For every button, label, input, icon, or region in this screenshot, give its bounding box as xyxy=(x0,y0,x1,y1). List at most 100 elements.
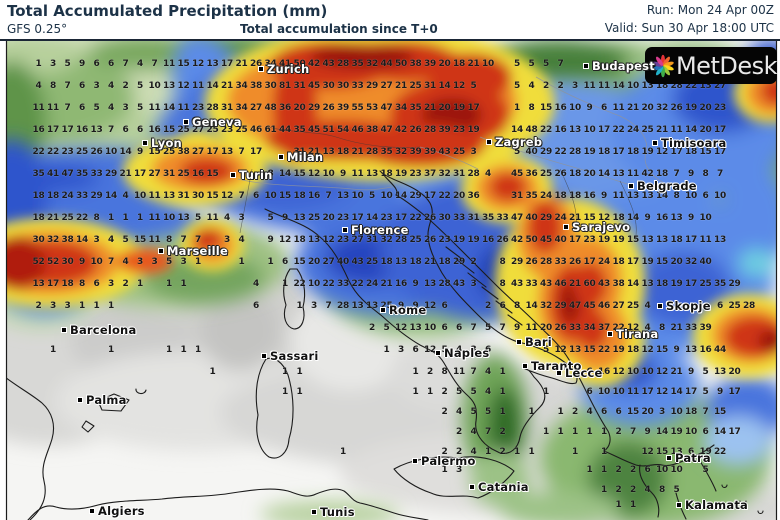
city-label-tunis: Tunis xyxy=(312,505,355,519)
grid-value: 21 xyxy=(351,147,364,157)
grid-value: 1 xyxy=(35,59,42,69)
city-label-kalamata: Kalamata xyxy=(677,498,748,512)
grid-value: 29 xyxy=(511,257,523,267)
grid-value: 20 xyxy=(699,125,712,135)
grid-value: 6 xyxy=(586,387,593,397)
grid-value: 26 xyxy=(569,257,581,267)
grid-value: 31 xyxy=(453,169,465,179)
grid-value: 28 xyxy=(438,279,451,289)
grid-value: 15 xyxy=(206,169,219,179)
grid-value: 4 xyxy=(456,345,462,355)
grid-value: 27 xyxy=(192,147,204,157)
grid-value: 13 xyxy=(699,81,712,91)
grid-value: 8 xyxy=(702,169,709,179)
grid-value: 2 xyxy=(630,465,636,475)
grid-value: 11 xyxy=(177,103,190,113)
model-label: GFS 0.25° xyxy=(7,22,68,36)
grid-value: 2 xyxy=(615,485,622,495)
grid-value: 35 xyxy=(293,125,306,135)
grid-value: 19 xyxy=(641,257,654,267)
grid-value: 17 xyxy=(221,59,233,69)
grid-value: 1 xyxy=(427,387,433,397)
grid-value: 8 xyxy=(499,279,506,289)
grid-value: 18 xyxy=(554,191,567,201)
grid-value: 16 xyxy=(395,279,407,289)
grid-value: 7 xyxy=(673,169,680,179)
grid-value: 15 xyxy=(293,169,306,179)
grid-value: 3 xyxy=(50,301,56,311)
grid-value: 25 xyxy=(453,147,465,157)
grid-value: 30 xyxy=(32,235,45,245)
grid-value: 21 xyxy=(221,81,233,91)
grid-value: 29 xyxy=(105,169,117,179)
grid-value: 7 xyxy=(64,103,71,113)
grid-value: 18 xyxy=(409,257,422,267)
city-marker-icon xyxy=(677,503,681,507)
grid-value: 11 xyxy=(583,81,596,91)
city-label-budapest: Budapest xyxy=(584,59,655,73)
grid-value: 2 xyxy=(456,427,462,437)
grid-value: 36 xyxy=(525,169,538,179)
grid-value: 14 xyxy=(525,301,538,311)
grid-value: 25 xyxy=(728,301,741,311)
city-marker-icon xyxy=(312,510,316,514)
grid-value: 2 xyxy=(543,81,549,91)
grid-value: 3 xyxy=(470,147,477,157)
grid-value: 4 xyxy=(108,235,114,245)
city-marker-icon xyxy=(667,456,671,460)
grid-value: 1 xyxy=(499,407,506,417)
grid-value: 50 xyxy=(395,59,407,69)
grid-value: 6 xyxy=(412,345,419,355)
grid-value: 23 xyxy=(714,103,726,113)
grid-value: 10 xyxy=(627,81,639,91)
grid-value: 30 xyxy=(337,81,349,91)
grid-value: 4 xyxy=(485,387,491,397)
grid-value: 18 xyxy=(569,169,581,179)
grid-value: 17 xyxy=(61,125,74,135)
grid-value: 2 xyxy=(122,279,129,289)
grid-value: 1 xyxy=(601,427,607,437)
precipitation-map: 1 3 5 9 6 6 7 4 7 11 15 12 13 17 21 26 34 41 50 42 43 28 35 32 4… xyxy=(0,41,780,520)
city-label-zagreb: Zagreb xyxy=(487,135,542,149)
city-label-algiers: Algiers xyxy=(90,504,145,518)
grid-value: 7 xyxy=(195,235,201,245)
grid-value: 81 xyxy=(279,81,291,91)
grid-value: 6 xyxy=(79,81,85,91)
grid-value: 11 xyxy=(598,81,610,91)
grid-value: 1 xyxy=(485,447,491,457)
grid-value: 22 xyxy=(612,125,625,135)
grid-value: 9 xyxy=(644,213,651,223)
grid-value: 34 xyxy=(395,103,407,113)
grid-value: 10 xyxy=(424,323,436,333)
grid-value: 7 xyxy=(122,59,129,69)
grid-value: 6 xyxy=(108,59,114,69)
grid-value: 20 xyxy=(293,103,306,113)
grid-value: 23 xyxy=(221,125,233,135)
grid-value: 2 xyxy=(485,301,491,311)
grid-value: 19 xyxy=(699,447,712,457)
grid-value: 9 xyxy=(514,323,520,333)
grid-value: 6 xyxy=(441,323,448,333)
grid-value: 14 xyxy=(438,81,451,91)
grid-value: 6 xyxy=(456,323,462,333)
grid-value: 28 xyxy=(670,81,683,91)
grid-value: 13 xyxy=(641,191,654,201)
grid-value: 1 xyxy=(340,447,346,457)
grid-value: 6 xyxy=(93,59,100,69)
grid-value: 2 xyxy=(499,427,506,437)
grid-value: 17 xyxy=(685,387,697,397)
grid-value: 40 xyxy=(554,235,567,245)
grid-value: 16 xyxy=(554,125,567,135)
grid-value: 25 xyxy=(699,279,712,289)
grid-value: 1 xyxy=(166,345,172,355)
grid-value: 21 xyxy=(47,213,59,223)
grid-value: 12 xyxy=(424,301,436,311)
grid-value: 13 xyxy=(627,191,639,201)
grid-value: 38 xyxy=(409,59,422,69)
grid-value: 37 xyxy=(424,169,436,179)
grid-value: 7 xyxy=(325,301,332,311)
grid-value: 4 xyxy=(253,279,259,289)
grid-value: 11 xyxy=(192,81,204,91)
grid-value: 10 xyxy=(90,257,103,267)
